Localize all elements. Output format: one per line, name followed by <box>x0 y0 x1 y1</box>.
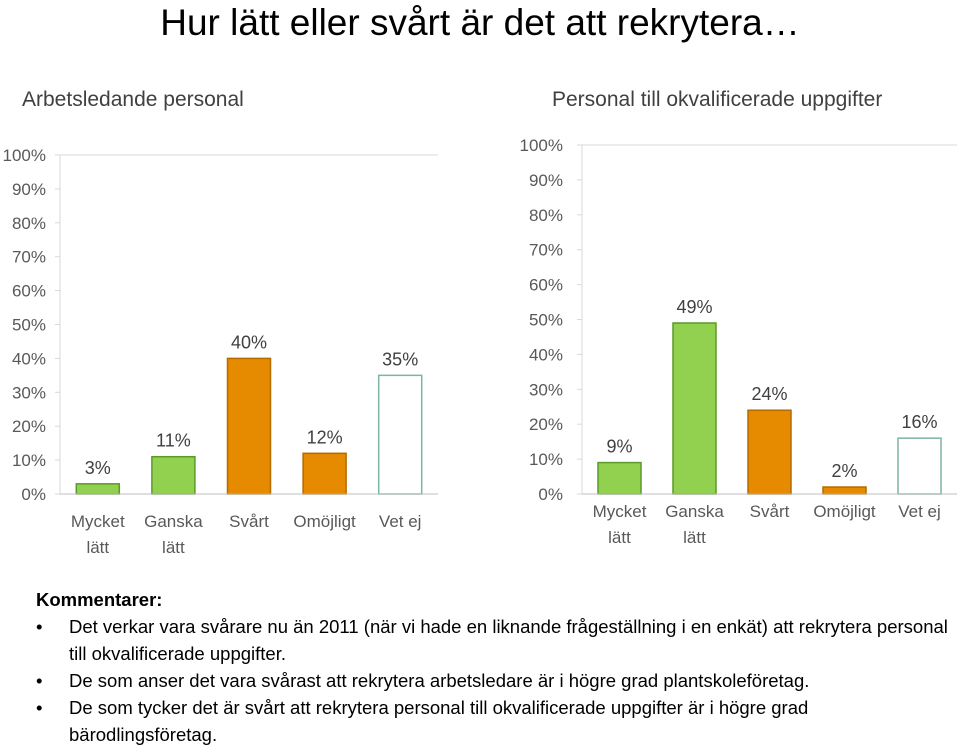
y-tick-label: 100% <box>520 136 563 155</box>
bullet-icon: • <box>36 616 43 637</box>
y-tick-label: 50% <box>12 316 46 335</box>
bullet-icon: • <box>36 697 43 718</box>
y-tick-label: 10% <box>12 451 46 470</box>
data-label: 49% <box>676 297 712 317</box>
bar <box>151 455 196 495</box>
comment-text: De som anser det vara svårast att rekryt… <box>69 670 810 691</box>
bar <box>897 437 942 495</box>
y-tick-label: 90% <box>529 171 563 190</box>
data-label: 24% <box>751 384 787 404</box>
comments-heading: Kommentarer: <box>36 589 163 610</box>
y-tick-label: 20% <box>529 415 563 434</box>
y-tick-label: 90% <box>12 180 46 199</box>
category-label: Mycket <box>593 502 647 521</box>
y-tick-label: 100% <box>3 146 46 165</box>
y-tick-label: 60% <box>529 276 563 295</box>
left-bar-chart: 0% 10% 20% 30% 40% 50% 60% 70% 80% 90% 100% 3% Mycke… <box>3 146 438 557</box>
y-tick-label: 80% <box>529 206 563 225</box>
y-tick-label: 70% <box>529 241 563 260</box>
y-tick-label: 0% <box>21 485 46 504</box>
bar <box>377 374 423 495</box>
category-label: Ganska <box>665 502 724 521</box>
category-label: Omöjligt <box>813 502 876 521</box>
category-label: Vet ej <box>379 512 422 531</box>
category-label: lätt <box>608 528 631 547</box>
y-tick-label: 70% <box>12 248 46 267</box>
comment-text: De som tycker det är svårt att rekrytera… <box>69 697 809 745</box>
comment-item: • De som anser det vara svårast att rekr… <box>36 667 956 694</box>
y-tick-label: 40% <box>529 345 563 364</box>
bar <box>822 486 867 495</box>
category-label: Svårt <box>750 502 790 521</box>
category-label: Svårt <box>229 512 269 531</box>
right-bar-chart: 0% 10% 20% 30% 40% 50% 60% 70% 80% 90% 100% 9% Mycke… <box>520 136 957 547</box>
y-tick-label: 30% <box>12 383 46 402</box>
category-label: Vet ej <box>898 502 941 521</box>
y-tick-label: 50% <box>529 311 563 330</box>
bar <box>597 461 642 495</box>
category-label: Ganska <box>144 512 203 531</box>
category-label: lätt <box>162 538 185 557</box>
data-label: 12% <box>307 427 343 447</box>
y-tick-label: 40% <box>12 349 46 368</box>
comment-item: • De som tycker det är svårt att rekryte… <box>36 694 956 748</box>
category-label: lätt <box>86 538 109 557</box>
y-tick-label: 60% <box>12 282 46 301</box>
data-label: 3% <box>85 458 111 478</box>
y-tick-label: 20% <box>12 417 46 436</box>
data-label: 9% <box>606 437 632 457</box>
data-label: 2% <box>831 461 857 481</box>
right-chart-title: Personal till okvalificerade uppgifter <box>552 88 883 111</box>
y-tick-label: 80% <box>12 214 46 233</box>
comments-section: Kommentarer: • Det verkar vara svårare n… <box>36 586 956 748</box>
comment-text: Det verkar vara svårare nu än 2011 (när … <box>69 616 948 664</box>
y-tick-label: 0% <box>538 485 563 504</box>
comments-list: • Det verkar vara svårare nu än 2011 (nä… <box>36 613 956 748</box>
bullet-icon: • <box>36 670 43 691</box>
data-label: 11% <box>156 431 191 451</box>
bar <box>302 452 347 495</box>
bar <box>747 409 792 495</box>
bar <box>672 322 717 495</box>
bar <box>226 357 272 495</box>
y-tick-label: 30% <box>529 380 563 399</box>
category-label: Mycket <box>71 512 125 531</box>
data-label: 40% <box>231 332 267 352</box>
data-label: 35% <box>382 349 418 369</box>
slide-title: Hur lätt eller svårt är det att rekryter… <box>160 2 800 43</box>
y-tick-label: 10% <box>529 450 563 469</box>
data-label: 16% <box>901 412 937 432</box>
comment-item: • Det verkar vara svårare nu än 2011 (nä… <box>36 613 956 667</box>
category-label: lätt <box>683 528 706 547</box>
left-chart-title: Arbetsledande personal <box>22 88 244 111</box>
category-label: Omöjligt <box>293 512 356 531</box>
